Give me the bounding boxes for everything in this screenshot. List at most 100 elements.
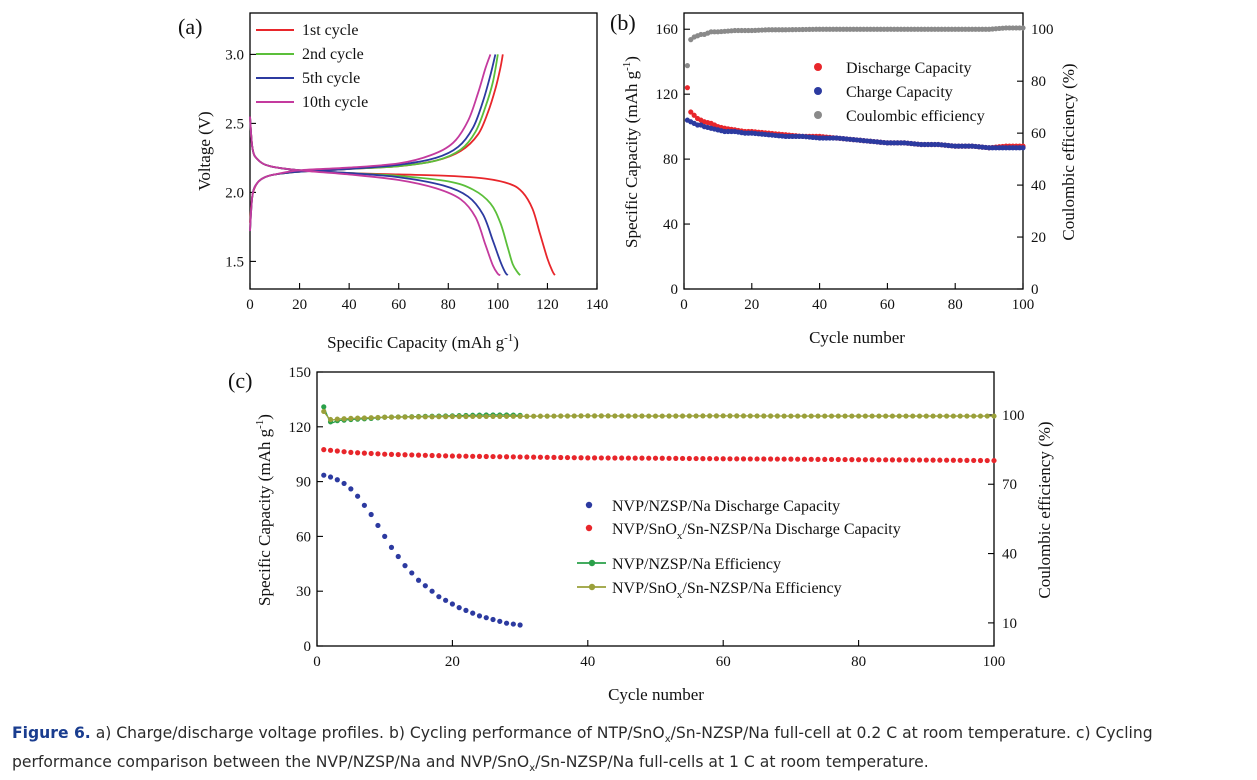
series-1-point [531,454,537,460]
series-1-point [740,456,747,462]
series-3-point [957,413,963,419]
y-tick-label: 0 [304,639,312,655]
series-1-point [551,454,557,460]
x-tick-label: 20 [445,654,460,670]
y2-tick-label: 60 [1031,126,1046,142]
legend-label: NVP/NZSP/Na Discharge Capacity [612,498,840,515]
series-0-point [321,472,327,478]
series-3-point [896,413,902,419]
series-3-point [916,413,923,419]
series-3-point [517,413,523,419]
series-3-point [368,415,374,421]
series-1-point [916,457,923,463]
caption-label: Figure 6. [12,724,91,742]
series-3-point [761,413,767,419]
series-3-point [456,413,462,420]
series-0-point [497,618,503,624]
series-1-point [686,455,692,462]
series-3-point [815,413,821,419]
series-1-point [456,453,462,459]
series-1-charge-curve [249,54,499,232]
y-tick-label: 80 [663,152,678,168]
series-3-point [436,414,442,420]
series-1-point [835,456,841,463]
series-0-point [382,533,388,540]
series-1-point [578,455,584,461]
y-axis-title: Specific Capacity (mAh g-1) [254,414,274,606]
series-1-point [625,455,632,461]
series-3-point [774,413,780,419]
series-3-point [673,413,679,419]
series-3-point [828,413,835,419]
series-3-point [551,413,557,419]
series-1-point [341,449,347,455]
series-3-point [754,413,760,419]
y2-tick-label: 100 [1002,408,1025,424]
series-1-point [849,457,855,463]
series-3-point [476,413,483,420]
series-1-point [510,454,516,460]
legend-marker [814,87,822,95]
series-3-point [619,413,625,419]
x-tick-label: 100 [1012,297,1035,313]
series-3-point [707,413,713,419]
legend-marker [588,559,596,567]
series-1-point [808,456,814,462]
legend-marker [588,583,596,591]
series-1-point [463,453,469,459]
series-1-point [585,455,591,461]
series-2-point [1020,25,1026,31]
series-1-point [910,457,916,463]
series-1-point [402,452,408,458]
panel-label: (b) [610,10,636,35]
series-1-point [1020,145,1026,151]
series-3-point [964,413,970,419]
series-3-point [449,413,455,420]
y-tick-label: 60 [296,529,311,545]
legend-label: 10th cycle [302,94,368,111]
series-1-point [856,457,862,463]
x-tick-label: 60 [716,654,731,670]
series-1-discharge-curve [249,116,521,276]
x-tick-label: 80 [851,654,866,670]
series-0-point [510,621,516,627]
y-tick-label: 2.0 [225,185,244,201]
y2-axis-title: Coulombic efficiency (%) [1035,421,1054,598]
series-3-point [612,413,618,419]
series-0-point [483,615,489,621]
series-3-point [524,413,530,419]
series-3-point [375,414,381,421]
series-1-point [571,455,577,461]
series-1-point [490,453,496,460]
x-tick-label: 120 [536,297,559,313]
series-0-point [463,607,469,613]
series-3-point [463,413,469,420]
series-0-point [691,112,697,118]
figure-caption: Figure 6. a) Charge/discharge voltage pr… [12,722,1252,780]
y2-tick-label: 10 [1002,616,1017,632]
series-1-point [862,457,868,463]
series-0-point [422,583,428,589]
y-tick-label: 2.5 [225,116,244,132]
series-1-point [327,447,334,453]
series-1-point [612,455,618,461]
series-3-point [686,413,692,419]
series-1-point [470,453,476,459]
series-1-point [415,452,422,458]
series-3-point [720,413,726,419]
series-1-point [801,456,808,462]
series-1-point [524,454,530,460]
series-0-point [341,480,347,487]
series-3-point [483,413,489,420]
series-3-point [490,413,496,419]
series-1-point [761,456,767,462]
series-0-point [402,563,408,569]
series-1-point [734,456,740,462]
y-tick-label: 1.5 [225,254,244,270]
series-3-charge-curve [249,54,492,232]
y-tick-label: 40 [663,217,678,233]
series-0-point [449,601,455,607]
series-1-point [889,457,896,463]
series-2-point [321,404,327,410]
